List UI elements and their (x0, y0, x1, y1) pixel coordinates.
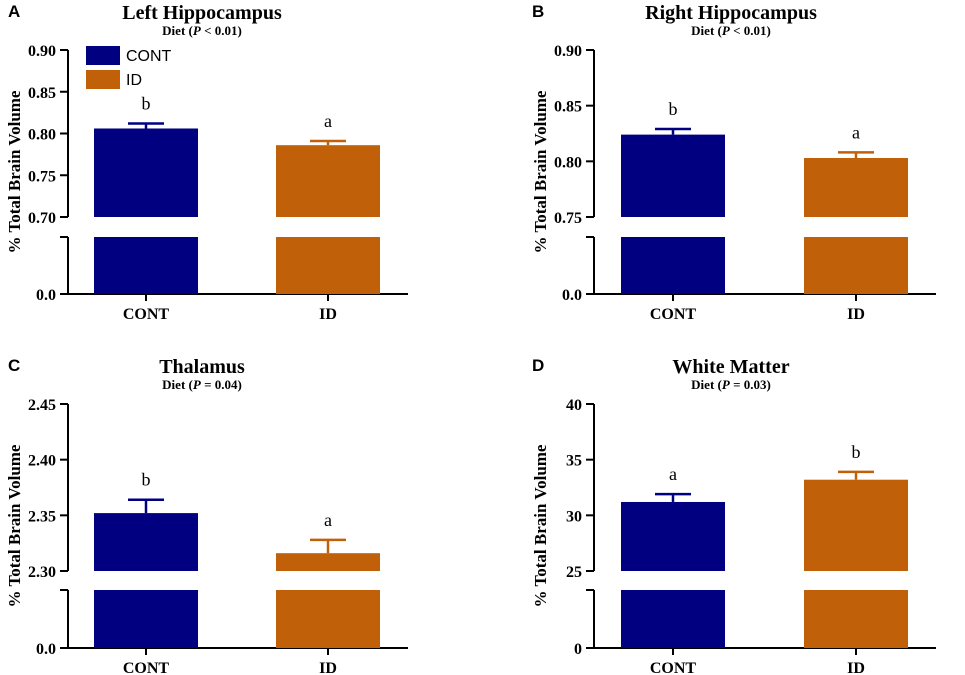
bar-id-upper (276, 145, 380, 217)
bar-cont-upper (621, 134, 725, 217)
panel-letter: B (532, 2, 544, 21)
chart-subtitle: Diet (P < 0.01) (691, 23, 771, 38)
significance-letter: a (324, 111, 332, 131)
bar-cont-lower (621, 237, 725, 294)
significance-letter: b (142, 470, 151, 490)
y-tick-label: 0.75 (28, 168, 56, 185)
y-tick-label: 40 (566, 397, 582, 414)
y-tick-label: 0.75 (554, 210, 582, 227)
significance-letter: b (669, 99, 678, 119)
significance-letter: a (852, 122, 860, 142)
x-tick-label: ID (847, 306, 865, 323)
bar-id-lower (276, 590, 380, 648)
y-tick-label: 35 (566, 453, 582, 470)
chart-title: White Matter (672, 356, 789, 378)
chart-title: Right Hippocampus (645, 2, 817, 24)
x-tick-label: CONT (650, 306, 697, 323)
y-tick-label-baseline: 0 (574, 641, 582, 658)
x-tick-label: CONT (123, 660, 170, 675)
y-tick-label: 0.90 (28, 43, 56, 60)
y-tick-label: 0.85 (554, 99, 582, 116)
chart-subtitle: Diet (P = 0.03) (691, 377, 771, 392)
y-axis-label: % Total Brain Volume (5, 444, 24, 607)
y-axis-label: % Total Brain Volume (531, 90, 550, 253)
panel-letter: A (8, 2, 20, 21)
y-tick-label: 25 (566, 564, 582, 581)
legend: CONT ID (86, 46, 172, 89)
bar-id-upper (804, 157, 908, 217)
bar-id-lower (804, 590, 908, 648)
panel-letter: D (532, 356, 544, 375)
legend-swatch-cont (86, 46, 120, 65)
x-tick-label: ID (847, 660, 865, 675)
y-tick-label: 2.40 (28, 453, 56, 470)
y-axis-label: % Total Brain Volume (531, 444, 550, 607)
legend-label-id: ID (126, 72, 142, 89)
bar-id-upper (804, 479, 908, 571)
y-tick-label: 30 (566, 508, 582, 525)
y-tick-label: 0.90 (554, 43, 582, 60)
bar-cont-upper (621, 501, 725, 571)
y-tick-label-baseline: 0.0 (36, 287, 56, 304)
significance-letter: a (669, 464, 677, 484)
bar-cont-lower (94, 237, 198, 294)
chart-title: Left Hippocampus (122, 2, 282, 24)
y-tick-label-baseline: 0.0 (36, 641, 56, 658)
y-tick-label: 0.70 (28, 210, 56, 227)
significance-letter: b (142, 93, 151, 113)
bar-cont-upper (94, 128, 198, 217)
y-tick-label: 2.30 (28, 564, 56, 581)
significance-letter: b (852, 442, 861, 462)
legend-swatch-id (86, 70, 120, 89)
y-tick-label-baseline: 0.0 (562, 287, 582, 304)
y-tick-label: 0.80 (28, 127, 56, 144)
bar-cont-upper (94, 513, 198, 571)
bar-id-upper (276, 553, 380, 571)
y-tick-label: 2.45 (28, 397, 56, 414)
x-tick-label: CONT (123, 306, 170, 323)
y-axis-label: % Total Brain Volume (5, 90, 24, 253)
chart-subtitle: Diet (P < 0.01) (162, 23, 242, 38)
y-tick-label: 0.85 (28, 85, 56, 102)
significance-letter: a (324, 510, 332, 530)
x-tick-label: CONT (650, 660, 697, 675)
legend-label-cont: CONT (126, 48, 172, 65)
bar-id-lower (804, 237, 908, 294)
y-tick-label: 2.35 (28, 508, 56, 525)
y-tick-label: 0.80 (554, 154, 582, 171)
chart-title: Thalamus (159, 356, 245, 378)
x-tick-label: ID (319, 306, 337, 323)
bar-cont-lower (621, 590, 725, 648)
chart-subtitle: Diet (P = 0.04) (162, 377, 242, 392)
bar-id-lower (276, 237, 380, 294)
x-tick-label: ID (319, 660, 337, 675)
bar-cont-lower (94, 590, 198, 648)
panel-letter: C (8, 356, 20, 375)
